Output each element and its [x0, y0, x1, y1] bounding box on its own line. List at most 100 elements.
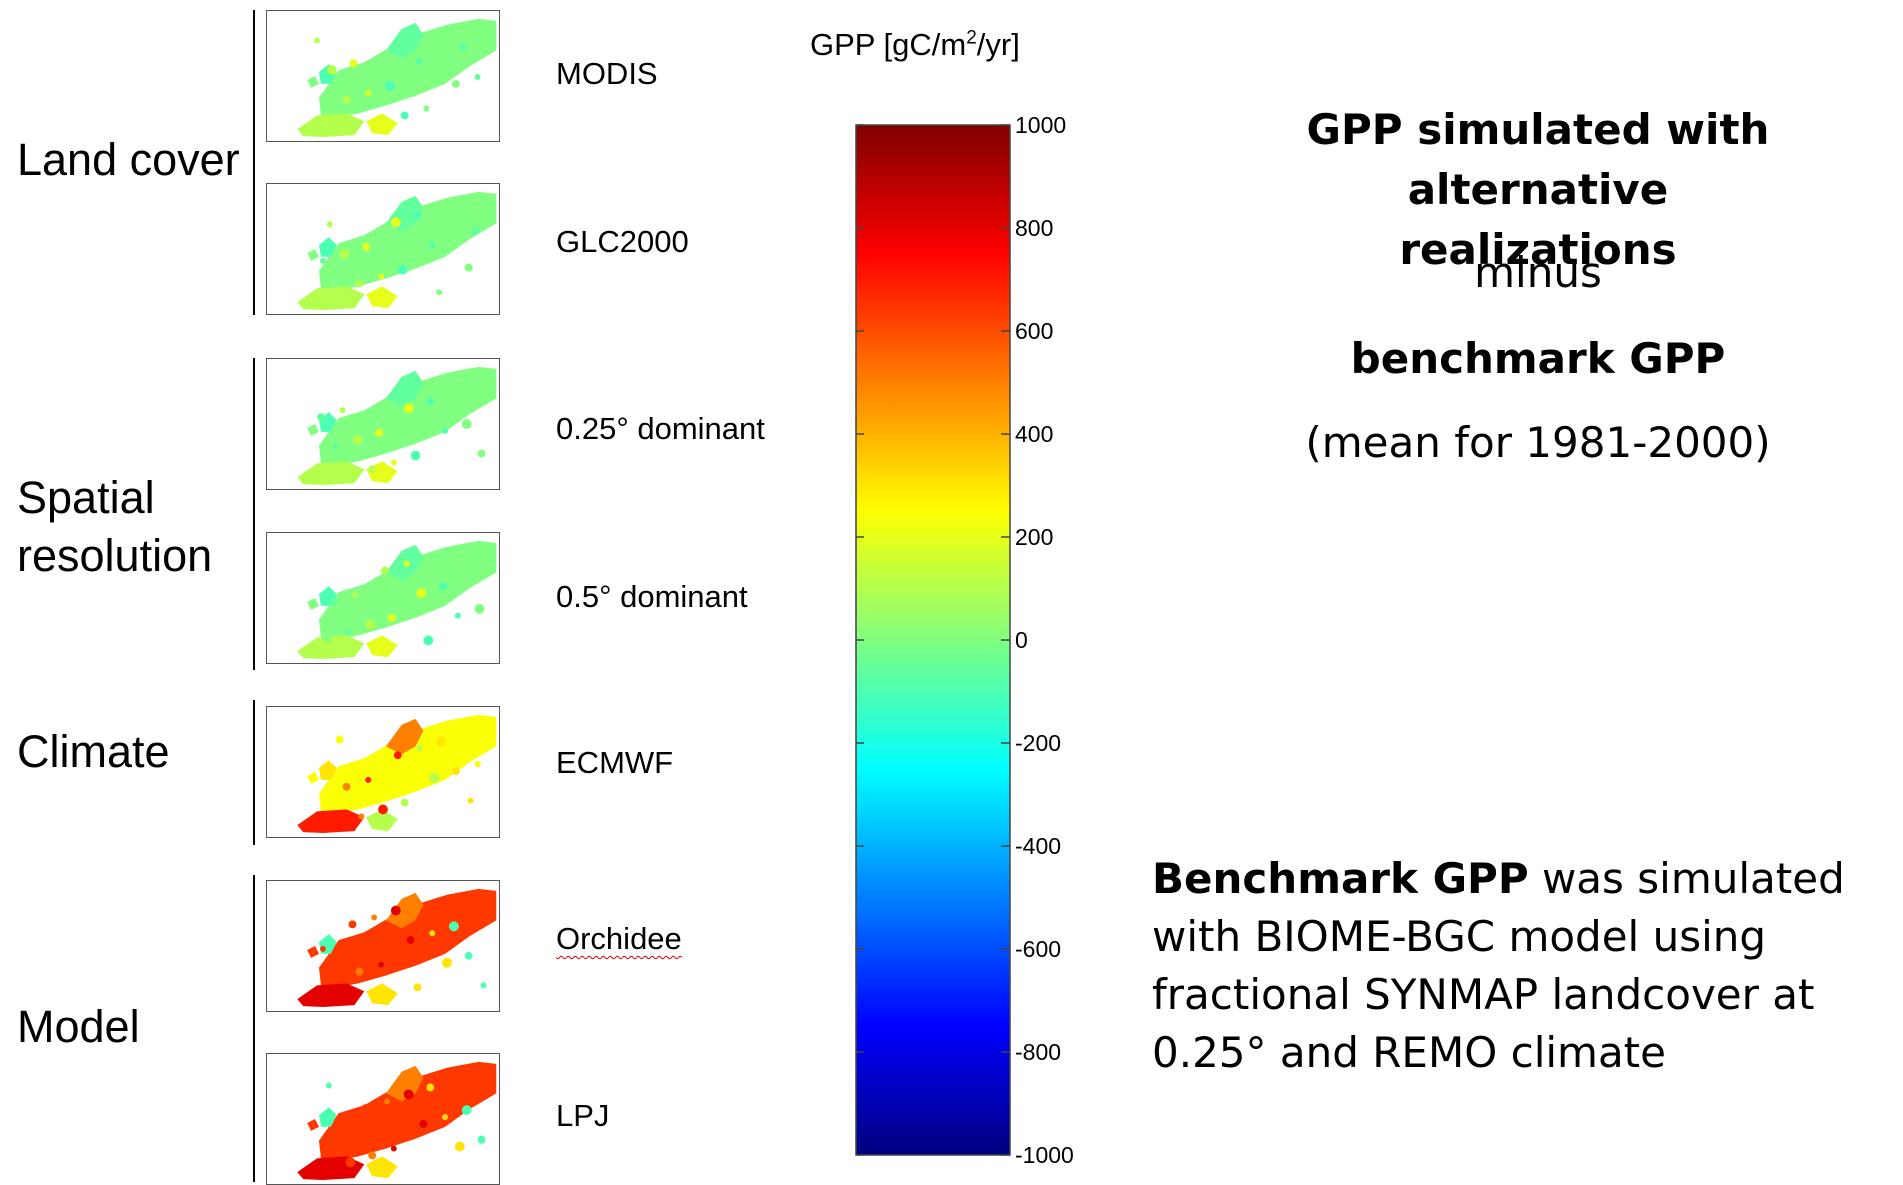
map-anomaly-patch: [390, 217, 401, 228]
map-landmass: [318, 540, 497, 640]
map-anomaly-patch: [436, 736, 447, 747]
map-anomaly-patch: [461, 1105, 472, 1116]
colorbar-tick-label: 200: [1015, 524, 1054, 550]
note-rest: was simulated with BIOME-BGC model using…: [1152, 854, 1845, 1077]
map-label-lpj: LPJ: [556, 1098, 610, 1133]
map-anomaly-patch: [325, 1082, 332, 1089]
map-anomaly-patch: [332, 1129, 339, 1136]
colorbar-tick-label: -1000: [1015, 1142, 1074, 1168]
map-anomaly-patch: [326, 221, 333, 228]
map-ecmwf: [266, 706, 500, 838]
map-025-dominant: [266, 358, 500, 490]
colorbar: [855, 124, 1011, 1156]
map-anomaly-patch: [335, 735, 344, 744]
map-anomaly-patch: [429, 242, 436, 249]
map-anomaly-patch: [378, 273, 384, 280]
map-anomaly-patch: [329, 598, 338, 606]
map-anomaly-patch: [480, 982, 487, 989]
map-anomaly-patch: [378, 961, 384, 968]
bracket-model: [253, 875, 255, 1182]
map-landmass: [318, 1107, 337, 1127]
map-anomaly-patch: [467, 797, 474, 804]
map-anomaly-patch: [319, 257, 326, 264]
map-anomaly-patch: [352, 434, 363, 445]
map-anomaly-patch: [403, 560, 410, 567]
map-anomaly-patch: [454, 612, 461, 619]
colorbar-tick-label: -600: [1015, 936, 1062, 962]
map-anomaly-patch: [397, 264, 408, 275]
map-anomaly-patch: [368, 1151, 377, 1160]
map-anomaly-patch: [365, 619, 376, 630]
map-anomaly-patch: [413, 211, 422, 220]
map-label-05-dominant: 0.5° dominant: [556, 579, 748, 614]
map-landmass: [297, 286, 365, 311]
map-anomaly-patch: [464, 263, 473, 272]
map-landmass: [385, 22, 424, 59]
map-anomaly-patch: [339, 249, 350, 259]
map-anomaly-patch: [317, 413, 325, 422]
map-anomaly-patch: [314, 37, 320, 44]
map-anomaly-patch: [439, 582, 448, 591]
map-landmass: [318, 191, 497, 291]
map-anomaly-patch: [378, 804, 388, 815]
description-period: (mean for 1981-2000): [1305, 418, 1771, 467]
map-anomaly-patch: [403, 1089, 414, 1100]
map-anomaly-patch: [454, 1141, 465, 1152]
map-anomaly-patch: [416, 58, 423, 65]
map-landmass: [307, 76, 319, 88]
map-orchidee: [266, 880, 500, 1012]
map-anomaly-patch: [332, 443, 339, 450]
map-landmass: [307, 772, 319, 784]
map-landmass: [318, 1061, 497, 1161]
map-landmass: [318, 714, 497, 814]
map-lpj: [266, 1053, 500, 1185]
description-line1: GPP simulated with alternative: [1306, 105, 1770, 214]
map-landmass: [366, 983, 398, 1006]
group-label-spatial-line1: Spatial: [17, 472, 155, 523]
map-anomaly-patch: [416, 745, 423, 752]
map-anomaly-patch: [319, 946, 326, 952]
map-anomaly-patch: [436, 49, 447, 60]
map-anomaly-patch: [461, 576, 468, 583]
map-anomaly-patch: [416, 588, 427, 598]
group-label-climate: Climate: [17, 726, 170, 777]
note-bold: Benchmark GPP: [1152, 854, 1529, 903]
map-anomaly-patch: [358, 813, 365, 820]
map-landmass: [318, 760, 337, 780]
map-landmass: [366, 809, 398, 832]
map-anomaly-patch: [355, 967, 364, 976]
colorbar-title: GPP [gC/m2/yr]: [810, 27, 1020, 62]
map-anomaly-patch: [419, 1119, 428, 1128]
map-anomaly-patch: [319, 788, 330, 799]
map-anomaly-patch: [442, 1114, 448, 1120]
map-landmass: [307, 946, 319, 958]
colorbar-gradient: [855, 124, 1011, 1156]
map-anomaly-patch: [390, 905, 401, 916]
map-landmass: [297, 809, 365, 834]
map-landmass: [366, 635, 398, 658]
map-label-glc2000: GLC2000: [556, 224, 689, 259]
map-landmass: [318, 18, 497, 118]
benchmark-note: Benchmark GPP was simulated with BIOME-B…: [1152, 850, 1892, 1082]
map-anomaly-patch: [342, 95, 351, 104]
map-landmass: [297, 113, 365, 138]
map-anomaly-patch: [381, 566, 389, 575]
map-anomaly-patch: [406, 936, 415, 945]
map-anomaly-patch: [332, 973, 343, 984]
group-label-spatial-resolution: Spatial resolution: [17, 469, 212, 585]
map-anomaly-patch: [442, 427, 448, 434]
map-landmass: [297, 461, 365, 486]
map-anomaly-patch: [448, 391, 455, 398]
colorbar-tick-label: 0: [1015, 627, 1028, 653]
map-anomaly-patch: [349, 59, 358, 68]
map-anomaly-patch: [477, 449, 486, 458]
map-landmass: [366, 286, 398, 309]
colorbar-tick-label: -200: [1015, 730, 1062, 756]
description-benchmark: benchmark GPP: [1350, 334, 1726, 383]
map-landmass: [297, 635, 365, 660]
description-heading: GPP simulated with alternative realizati…: [1178, 100, 1898, 280]
map-anomaly-patch: [384, 80, 395, 91]
map-landmass: [385, 1065, 424, 1102]
colorbar-tick-label: -400: [1015, 833, 1062, 859]
map-anomaly-patch: [387, 613, 396, 622]
